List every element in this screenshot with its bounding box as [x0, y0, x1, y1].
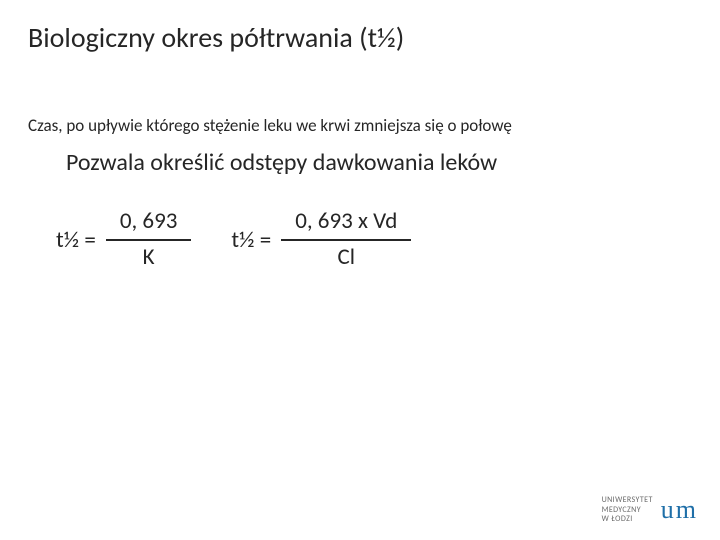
formula-1: t½ = 0, 693 K: [56, 207, 191, 273]
logo-line-3: W ŁODZI: [602, 515, 653, 524]
formula-2-numerator: 0, 693 x Vd: [281, 207, 411, 241]
formula-2-denominator: Cl: [337, 241, 355, 273]
logo-u-glyph: u: [661, 497, 674, 523]
formula-2-lhs: t½ =: [231, 226, 271, 254]
formulas-row: t½ = 0, 693 K t½ = 0, 693 x Vd Cl: [56, 207, 692, 273]
logo-mark-icon: u m: [661, 497, 696, 523]
formula-1-lhs: t½ =: [56, 226, 96, 254]
logo-m-glyph: m: [676, 497, 696, 523]
formula-1-denominator: K: [143, 241, 155, 273]
subtitle-text: Pozwala określić odstępy dawkowania lekó…: [66, 148, 692, 177]
formula-1-fraction: 0, 693 K: [106, 207, 192, 273]
slide-title: Biologiczny okres półtrwania (t½): [28, 20, 692, 55]
formula-1-numerator: 0, 693: [106, 207, 192, 241]
logo-text: UNIWERSYTET MEDYCZNY W ŁODZI: [602, 496, 653, 524]
formula-2: t½ = 0, 693 x Vd Cl: [231, 207, 411, 273]
university-logo: UNIWERSYTET MEDYCZNY W ŁODZI u m: [602, 496, 696, 524]
formula-2-fraction: 0, 693 x Vd Cl: [281, 207, 411, 273]
definition-text: Czas, po upływie którego stężenie leku w…: [28, 115, 692, 136]
